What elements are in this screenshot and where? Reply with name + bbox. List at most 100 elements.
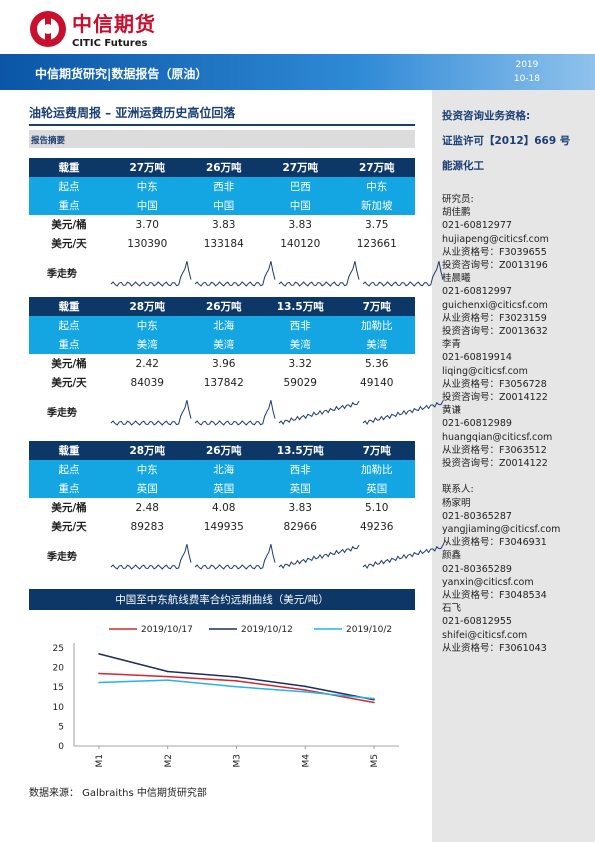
destination-cell: 英国 (136, 483, 158, 495)
usd-per-day-cell: 149935 (203, 520, 244, 533)
contact-line: 投资咨询号：Z0013632 (442, 326, 548, 338)
contact-line: 投资咨询号：Z0013196 (442, 260, 548, 272)
contact-line: 联系人: (442, 484, 474, 496)
brand-name-cn: 中信期货 (72, 12, 156, 36)
load-cell: 27万吨 (358, 162, 395, 174)
usd-per-barrel-cell: 3.70 (135, 218, 159, 231)
contact-line: 从业资格号：F3039655 (442, 246, 547, 258)
table-row-season-trend: 季走势 (29, 253, 444, 291)
load-cell: 13.5万吨 (276, 301, 324, 313)
sparkline (193, 253, 277, 291)
usd-per-day-cell: 49140 (360, 376, 394, 389)
destination-cell: 中国 (213, 200, 235, 212)
load-cell: 28万吨 (129, 301, 166, 313)
data-point (304, 689, 307, 691)
data-point (235, 686, 238, 688)
y-tick-label: 0 (58, 742, 64, 752)
usd-per-barrel-cell: 3.83 (288, 501, 312, 514)
origin-cell: 西非 (213, 181, 235, 193)
usd-per-barrel-cell: 3.75 (365, 218, 389, 231)
destination-cell: 美湾 (366, 339, 388, 351)
load-label: 载重 (58, 301, 80, 313)
sparkline (361, 392, 445, 430)
usd-per-barrel-cell: 3.83 (212, 218, 236, 231)
legend-label: 2019/10/2 (346, 625, 392, 635)
table-row-origin: 起点 中东 北海 西非 加勒比 (29, 316, 415, 335)
report-month-day: 10-18 (513, 74, 540, 84)
table-row-destination: 重点 英国 英国 英国 英国 (29, 479, 415, 498)
y-tick-label: 25 (53, 644, 64, 654)
load-cell: 26万吨 (205, 301, 242, 313)
summary-label: 报告摘要 (31, 136, 66, 146)
data-point (166, 670, 169, 673)
x-tick-label: M2 (164, 754, 174, 768)
data-point (373, 697, 375, 700)
series-line (98, 679, 375, 700)
contact-line: 从业资格号：F3048534 (442, 590, 547, 602)
table-row-season-trend: 季走势 (29, 536, 444, 574)
contact-line[interactable]: yanxin@citicsf.com (442, 576, 534, 588)
origin-cell: 中东 (136, 320, 158, 332)
contact-line: 颜鑫 (442, 550, 462, 562)
usd-per-day-cell: 84039 (130, 376, 164, 389)
chart-title: 中国至中东航线费率合约远期曲线（美元/吨） (29, 589, 415, 610)
sparkline (361, 253, 445, 291)
analyst-sidebar (432, 90, 595, 842)
contact-line: 021-60812977 (442, 220, 512, 232)
usd-per-day-cell: 140120 (280, 237, 321, 250)
y-tick-label: 5 (58, 722, 64, 732)
x-tick-label: M1 (95, 754, 105, 768)
destination-cell: 美湾 (289, 339, 311, 351)
table-row-usd-per-barrel: 美元/桶 2.42 3.96 3.32 5.36 (29, 354, 415, 373)
usd-per-day-cell: 89283 (130, 520, 164, 533)
contact-line[interactable]: huangqian@citicsf.com (442, 431, 553, 443)
contact-line: 021-80365289 (442, 563, 512, 575)
usd-per-barrel-cell: 5.36 (365, 357, 389, 370)
contact-line: 021-60819914 (442, 352, 512, 364)
legend-label: 2019/10/12 (241, 625, 293, 635)
usd-per-barrel-cell: 2.48 (135, 501, 159, 514)
usd-per-day-cell: 59029 (283, 376, 317, 389)
usd-per-barrel-cell: 2.42 (135, 357, 159, 370)
load-label: 载重 (58, 162, 80, 174)
contact-line: 021-60812997 (442, 286, 512, 298)
table-row-usd-per-barrel: 美元/桶 3.70 3.83 3.83 3.75 (29, 215, 415, 234)
license-number: 证监许可【2012】669 号 (442, 135, 571, 147)
report-date: 2019 10-18 (514, 58, 540, 86)
origin-cell: 加勒比 (361, 464, 393, 476)
usd-per-barrel-label: 美元/桶 (51, 219, 87, 231)
usd-per-barrel-cell: 3.96 (212, 357, 236, 370)
sparkline (193, 392, 277, 430)
report-title: 油轮运费周报 – 亚洲运费历史高位回落 (29, 106, 236, 120)
destination-cell: 新加坡 (361, 200, 393, 212)
sparkline (109, 392, 193, 430)
sparkline (361, 536, 445, 574)
contact-line: 021-60812955 (442, 616, 512, 628)
contact-line: 黄谦 (442, 405, 462, 417)
data-point (235, 676, 238, 678)
destination-cell: 美湾 (136, 339, 158, 351)
sparkline (277, 253, 361, 291)
x-tick-label: M3 (233, 754, 243, 768)
contact-line: 胡佳鹏 (442, 207, 471, 219)
header-banner: 中信期货研究|数据报告（原油） 2019 10-18 (0, 54, 595, 90)
contact-line[interactable]: shifei@citicsf.com (442, 629, 528, 641)
contact-line: 从业资格号：F3046931 (442, 537, 547, 549)
sparkline (109, 536, 193, 574)
origin-cell: 巴西 (289, 181, 311, 193)
banner-title: 中信期货研究|数据报告（原油） (35, 67, 208, 81)
contact-line[interactable]: hujiapeng@citicsf.com (442, 233, 549, 245)
contact-line[interactable]: guichenxi@citicsf.com (442, 299, 548, 311)
origin-label: 起点 (58, 320, 80, 332)
data-point (98, 672, 100, 675)
data-point (166, 679, 169, 681)
usd-per-day-cell: 123661 (356, 237, 397, 250)
qualification-title: 投资咨询业务资格: (442, 110, 531, 122)
contact-line: 021-60812989 (442, 418, 512, 430)
data-point (235, 680, 238, 682)
contact-line[interactable]: liqing@citicsf.com (442, 365, 528, 377)
destination-cell: 中国 (136, 200, 158, 212)
citic-logo-icon (30, 10, 66, 47)
contact-line[interactable]: yangjiaming@citicsf.com (442, 524, 561, 536)
origin-cell: 中东 (136, 181, 158, 193)
